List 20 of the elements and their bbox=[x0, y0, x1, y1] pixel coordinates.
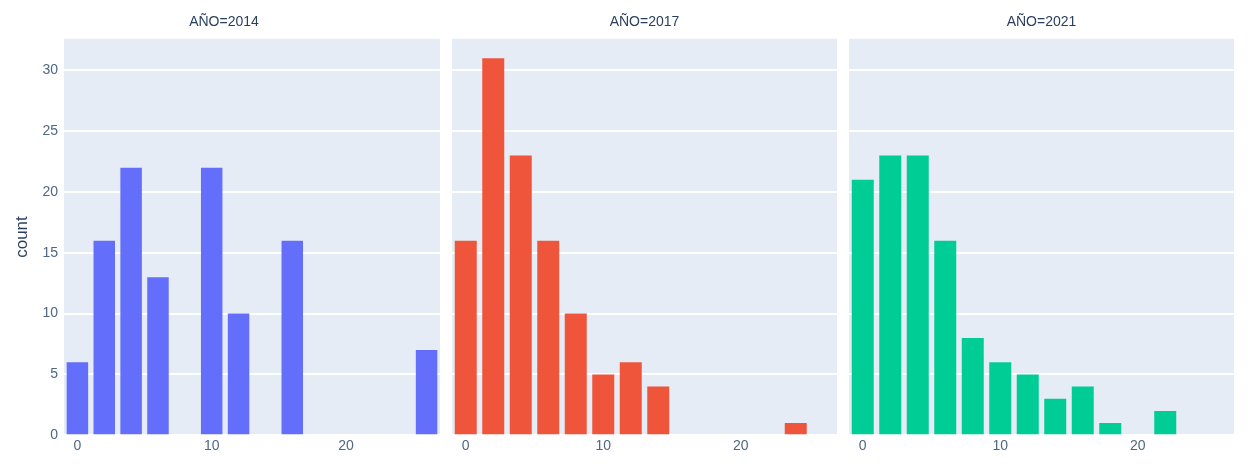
x-tick-label: 20 bbox=[1129, 437, 1146, 454]
x-tick-label: 10 bbox=[992, 437, 1009, 454]
x-tick-label: 0 bbox=[858, 437, 867, 454]
y-tick-label: 15 bbox=[42, 243, 59, 260]
y-tick-label: 0 bbox=[50, 426, 59, 443]
chart-title: AÑO=2017 bbox=[609, 13, 680, 30]
x-tick-label: 10 bbox=[203, 437, 220, 454]
y-axis-title: count bbox=[11, 215, 31, 258]
y-tick-label: 30 bbox=[42, 61, 59, 78]
chart-title: AÑO=2014 bbox=[189, 13, 260, 30]
y-tick-label: 20 bbox=[42, 182, 59, 199]
y-tick-label: 5 bbox=[50, 365, 59, 382]
y-tick-label: 10 bbox=[42, 304, 59, 321]
x-tick-label: 0 bbox=[73, 437, 82, 454]
x-tick-label: 20 bbox=[338, 437, 354, 454]
x-tick-label: 10 bbox=[595, 437, 612, 454]
chart-title: AÑO=2021 bbox=[1006, 13, 1077, 30]
x-tick-label: 0 bbox=[461, 437, 470, 454]
y-tick-label: 25 bbox=[42, 122, 59, 139]
x-tick-label: 20 bbox=[732, 437, 749, 454]
